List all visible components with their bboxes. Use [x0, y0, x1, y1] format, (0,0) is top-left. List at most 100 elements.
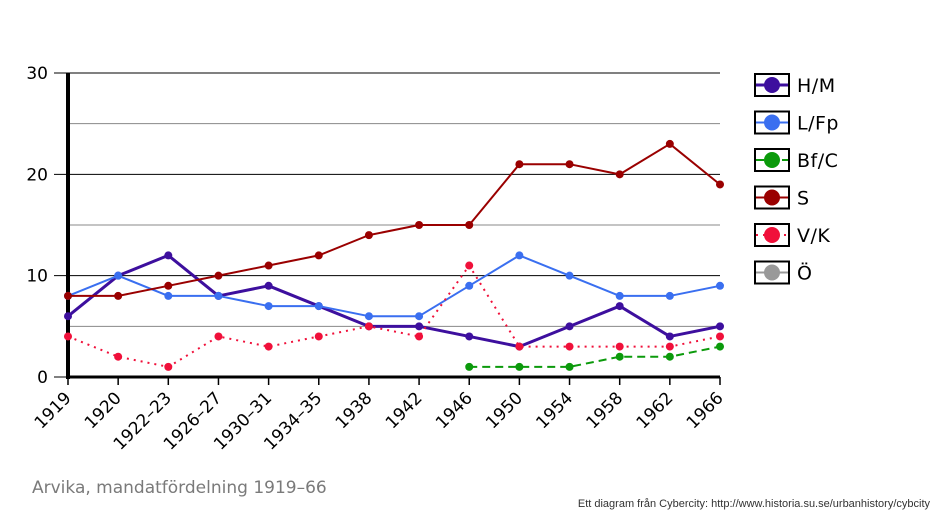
data-point — [264, 342, 273, 351]
data-point — [164, 251, 173, 260]
series-line — [67, 253, 721, 349]
legend-swatch-marker — [764, 227, 780, 243]
legend-item: S — [754, 185, 810, 210]
x-tick-label: 1919 — [31, 388, 76, 433]
legend-item: V/K — [754, 223, 830, 247]
y-tick-label: 10 — [26, 267, 48, 287]
data-point — [515, 251, 524, 260]
x-tick-label: 1958 — [582, 388, 627, 433]
data-point — [665, 139, 674, 148]
legend: H/M L/Fp Bf/C S V/K Ö — [754, 73, 839, 285]
data-point — [314, 302, 323, 311]
data-point — [615, 170, 624, 179]
grid — [54, 72, 720, 378]
y-tick-label: 0 — [37, 368, 48, 388]
legend-item: L/Fp — [754, 110, 839, 135]
x-tick-label: 1938 — [332, 388, 377, 433]
series-H/M — [64, 251, 724, 351]
data-point — [615, 291, 624, 300]
data-point — [214, 271, 223, 280]
y-axis: 0 10 20 30 — [26, 64, 70, 388]
data-point — [114, 352, 123, 361]
data-point — [64, 312, 72, 321]
data-point — [615, 342, 624, 351]
data-point — [114, 291, 123, 300]
x-tick-label: 1950 — [482, 388, 527, 433]
data-point — [465, 221, 474, 229]
legend-swatch-marker — [764, 189, 780, 206]
y-tick-label: 30 — [26, 64, 48, 84]
data-point — [364, 312, 373, 321]
series-Bf/C — [465, 342, 724, 371]
legend-label: Ö — [797, 262, 812, 285]
data-point — [515, 160, 524, 169]
legend-label: S — [797, 188, 810, 210]
data-point — [716, 322, 724, 331]
legend-swatch-marker — [764, 114, 780, 131]
data-point — [565, 342, 574, 351]
data-point — [665, 352, 674, 361]
x-tick-label: 1942 — [382, 388, 427, 433]
data-point — [465, 281, 474, 290]
data-point — [64, 332, 72, 341]
data-point — [665, 342, 674, 351]
data-point — [114, 271, 123, 280]
legend-label: Bf/C — [797, 150, 838, 172]
data-point — [264, 302, 273, 311]
data-point — [716, 180, 724, 189]
data-point — [665, 332, 674, 341]
series-group — [64, 139, 724, 371]
data-point — [615, 302, 624, 311]
legend-item: H/M — [754, 73, 836, 97]
x-tick-label: 1954 — [532, 388, 577, 433]
series-S — [64, 139, 724, 300]
data-point — [364, 231, 373, 240]
legend-item: Bf/C — [754, 148, 838, 172]
y-tick-label: 20 — [26, 165, 48, 185]
data-point — [264, 281, 273, 290]
x-tick-label: 1962 — [633, 388, 678, 433]
legend-swatch-marker — [764, 77, 780, 93]
data-point — [364, 322, 373, 331]
x-tick-label: 1920 — [81, 388, 126, 433]
series-line — [68, 142, 721, 297]
data-point — [465, 332, 474, 341]
x-tick-label: 1966 — [683, 388, 728, 433]
series-L/Fp — [64, 251, 724, 321]
data-point — [415, 322, 424, 331]
data-point — [314, 332, 323, 341]
data-point — [565, 160, 574, 169]
legend-swatch-marker — [764, 152, 780, 168]
data-point — [415, 312, 424, 321]
data-point — [415, 221, 424, 229]
data-point — [465, 261, 474, 270]
data-point — [565, 362, 574, 371]
data-point — [716, 332, 724, 341]
data-point — [665, 291, 674, 300]
data-point — [565, 322, 574, 331]
legend-item: Ö — [754, 260, 812, 285]
credit-line: Ett diagram från Cybercity: http://www.h… — [577, 498, 930, 510]
data-point — [565, 271, 574, 280]
legend-label: L/Fp — [797, 113, 839, 135]
data-point — [515, 362, 524, 371]
legend-swatch-marker — [764, 264, 780, 281]
data-point — [615, 352, 624, 361]
chart-caption: Arvika, mandatfördelning 1919–66 — [32, 478, 327, 498]
data-point — [465, 362, 474, 371]
data-point — [415, 332, 424, 341]
data-point — [214, 291, 223, 300]
data-point — [716, 281, 724, 290]
series-line — [469, 345, 721, 368]
data-point — [264, 261, 273, 270]
x-tick-label: 1946 — [432, 388, 477, 433]
series-line — [67, 254, 721, 318]
data-point — [164, 291, 173, 300]
legend-label: V/K — [797, 225, 830, 247]
data-point — [716, 342, 724, 351]
data-point — [314, 251, 323, 260]
data-point — [164, 281, 173, 290]
legend-label: H/M — [797, 75, 836, 97]
